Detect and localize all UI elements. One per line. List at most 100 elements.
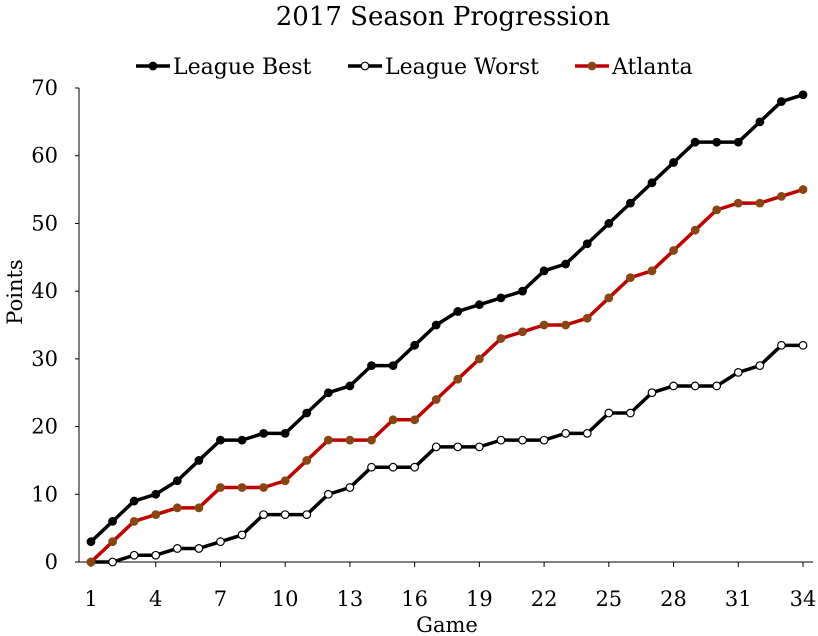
legend: League Best League Worst Atlanta xyxy=(136,55,693,80)
data-point xyxy=(647,388,657,398)
x-tick-label: 7 xyxy=(214,587,227,611)
data-point xyxy=(777,191,786,201)
data-point xyxy=(194,544,204,553)
data-point xyxy=(172,544,182,553)
data-point xyxy=(712,205,722,215)
data-point xyxy=(388,415,398,425)
data-point xyxy=(669,158,678,167)
data-point xyxy=(431,320,441,330)
data-point xyxy=(237,530,247,540)
data-point xyxy=(518,286,527,296)
data-point xyxy=(561,428,571,438)
x-tick-label: 31 xyxy=(725,587,752,611)
data-point xyxy=(108,537,117,547)
data-point xyxy=(259,510,269,519)
data-point xyxy=(345,381,355,391)
data-point xyxy=(496,334,506,343)
data-point xyxy=(410,462,420,472)
data-point xyxy=(496,435,506,445)
data-point xyxy=(669,381,678,391)
data-point xyxy=(798,340,808,350)
data-point xyxy=(496,293,506,303)
data-point xyxy=(302,456,312,465)
data-point xyxy=(604,293,614,303)
data-point xyxy=(216,435,225,445)
data-point xyxy=(625,273,635,283)
data-point xyxy=(582,239,592,249)
data-point xyxy=(604,408,614,418)
data-point xyxy=(453,442,463,452)
data-point xyxy=(690,381,700,391)
series-line xyxy=(89,93,805,544)
legend-item: League Worst xyxy=(348,55,539,80)
series-league-best xyxy=(86,90,808,547)
data-point xyxy=(690,137,700,147)
data-point xyxy=(474,300,484,310)
data-point xyxy=(755,361,765,371)
y-tick-label: 70 xyxy=(31,76,58,100)
data-point xyxy=(323,388,333,398)
data-point xyxy=(582,313,592,323)
y-axis-label: Points xyxy=(3,259,27,324)
legend-label: League Worst xyxy=(385,55,539,80)
y-tick-label: 30 xyxy=(31,347,58,371)
y-tick-label: 20 xyxy=(31,415,58,439)
data-point xyxy=(755,117,765,127)
data-point xyxy=(108,516,117,526)
x-axis-label: Game xyxy=(416,613,478,636)
data-point xyxy=(86,557,96,567)
legend-label: League Best xyxy=(173,55,311,80)
legend-item: Atlanta xyxy=(575,55,693,80)
y-tick-label: 10 xyxy=(31,482,58,506)
data-point xyxy=(453,307,463,316)
x-tick-label: 4 xyxy=(149,587,162,611)
legend-item: League Best xyxy=(136,55,311,80)
series-line xyxy=(89,187,805,564)
x-tick-label: 22 xyxy=(531,587,558,611)
data-point xyxy=(777,97,786,106)
data-point xyxy=(798,90,808,100)
data-point xyxy=(539,320,549,330)
data-point xyxy=(194,503,204,513)
data-point xyxy=(647,178,657,188)
data-point xyxy=(561,259,571,269)
data-point xyxy=(733,137,743,147)
x-tick-label: 25 xyxy=(595,587,622,611)
data-point xyxy=(625,198,635,208)
series-league-worst xyxy=(86,340,808,567)
data-point xyxy=(280,428,290,438)
data-point xyxy=(474,442,484,452)
data-point xyxy=(625,408,635,418)
data-point xyxy=(172,503,182,513)
x-tick-label: 16 xyxy=(401,587,428,611)
data-point xyxy=(151,550,161,560)
x-tick-label: 34 xyxy=(790,587,817,611)
data-point xyxy=(410,340,420,350)
data-point xyxy=(108,557,117,567)
x-tick-label: 28 xyxy=(660,587,687,611)
data-point xyxy=(798,185,808,194)
data-point xyxy=(216,483,225,492)
data-point xyxy=(194,456,204,465)
data-point xyxy=(259,483,269,492)
data-point xyxy=(345,483,355,492)
data-point xyxy=(129,516,139,526)
data-point xyxy=(367,435,376,445)
x-tick-label: 19 xyxy=(466,587,493,611)
series-layer xyxy=(86,90,808,567)
data-point xyxy=(151,489,161,499)
data-point xyxy=(280,510,290,519)
series-line xyxy=(89,343,805,564)
data-point xyxy=(129,550,139,560)
data-point xyxy=(647,266,657,276)
data-point xyxy=(259,428,269,438)
data-point xyxy=(669,246,678,255)
data-point xyxy=(345,435,355,445)
data-point xyxy=(539,435,549,445)
data-point xyxy=(733,368,743,377)
y-tick-label: 60 xyxy=(31,144,58,168)
data-point xyxy=(323,489,333,499)
data-point xyxy=(302,408,312,418)
